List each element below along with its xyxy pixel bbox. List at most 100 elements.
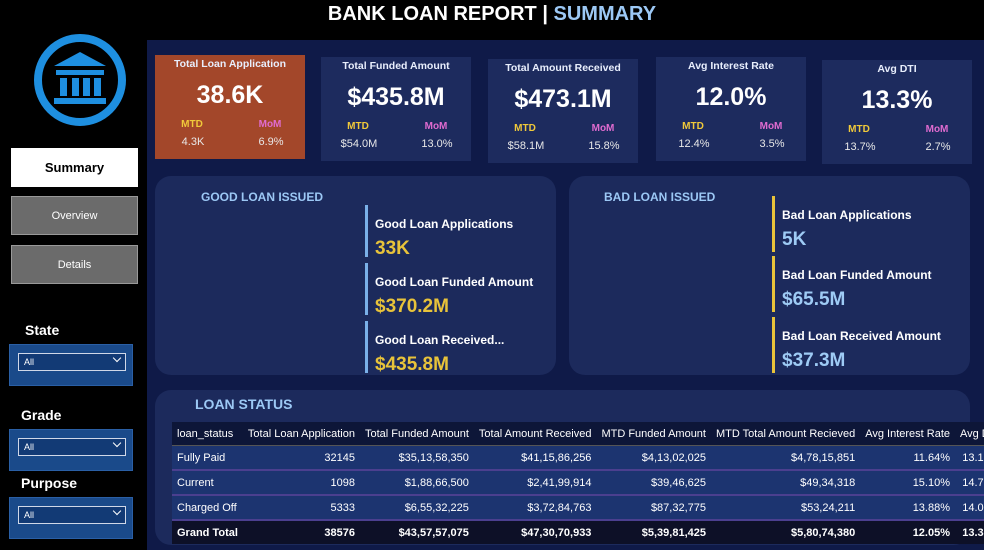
logo-bank xyxy=(54,52,106,104)
table-cell: $1,88,66,500 xyxy=(359,470,474,496)
metric-value: $37.3M xyxy=(782,350,846,371)
loan-status-panel: LOAN STATUS loan_status Total Loan Applica… xyxy=(155,390,984,545)
header: BANK LOAN REPORT | SUMMARY xyxy=(0,3,984,26)
metric-bar xyxy=(365,321,368,373)
metric-value: $435.8M xyxy=(375,354,449,375)
table-cell: $87,32,775 xyxy=(596,495,711,521)
table-cell: $41,15,86,256 xyxy=(473,445,597,471)
kpi-value: 38.6K xyxy=(196,81,264,109)
panel-title: LOAN STATUS xyxy=(195,396,293,412)
table-cell: 32145 xyxy=(242,445,360,471)
table-cell: $47,30,70,933 xyxy=(473,520,597,544)
metric-bar xyxy=(365,263,368,315)
mom-label: MoM xyxy=(591,123,615,134)
column-header: MTD Funded Amount xyxy=(596,422,711,446)
metric-value: $370.2M xyxy=(375,296,449,317)
mom-value: 15.8% xyxy=(588,140,620,152)
filter-label: Purpose xyxy=(21,475,78,491)
metric-label: Good Loan Applications xyxy=(375,217,514,231)
table-cell: $6,55,32,225 xyxy=(359,495,474,521)
mom-value: 2.7% xyxy=(925,141,951,153)
table-cell: $2,41,99,914 xyxy=(473,470,597,496)
metric-value: $65.5M xyxy=(782,289,846,310)
metric-label: Good Loan Funded Amount xyxy=(375,275,534,289)
table-cell: 38576 xyxy=(242,520,360,544)
table-cell: 14.00% xyxy=(955,495,984,521)
filter-box: All xyxy=(9,497,133,539)
kpi-title: Avg DTI xyxy=(877,63,917,75)
column-header: Total Amount Received xyxy=(473,422,597,446)
column-header: Total Loan Application xyxy=(242,422,360,446)
table-cell: 13.88% xyxy=(860,495,955,521)
column-header: Avg Interest Rate xyxy=(860,422,955,446)
nav-button[interactable]: Details xyxy=(11,245,138,284)
metric-value: 33K xyxy=(375,238,410,259)
metric-bar xyxy=(772,256,775,312)
kpi-card: Avg Interest Rate 12.0% MTD 12.4% MoM 3.5% xyxy=(656,57,806,161)
metric-label: Bad Loan Applications xyxy=(782,208,912,222)
table-cell: 13.17% xyxy=(955,445,984,471)
loan-panel: BAD LOAN ISSUED Bad Loan Applications 5K Ba… xyxy=(569,176,970,375)
title: BANK LOAN REPORT | xyxy=(327,3,548,25)
metric-label: Good Loan Received... xyxy=(375,333,505,347)
metric-value: 5K xyxy=(782,229,807,250)
mom-label: MoM xyxy=(258,119,282,130)
table-cell: $49,34,318 xyxy=(711,470,861,496)
kpi-card: Total Funded Amount $435.8M MTD $54.0M MoM 13… xyxy=(321,57,471,161)
dropdown[interactable]: All xyxy=(18,438,126,456)
mom-label: MoM xyxy=(424,121,448,132)
dropdown[interactable]: All xyxy=(18,506,126,524)
mtd-value: 13.7% xyxy=(844,141,876,153)
kpi-value: $435.8M xyxy=(347,83,445,111)
metric-bar xyxy=(772,196,775,252)
table-cell: 12.05% xyxy=(860,520,955,544)
filter-box: All xyxy=(9,429,133,471)
dropdown[interactable]: All xyxy=(18,353,126,371)
nav-button[interactable]: Summary xyxy=(11,148,138,187)
metric-bar xyxy=(365,205,368,257)
kpi-value: $473.1M xyxy=(514,85,612,113)
table-cell: 5333 xyxy=(242,495,360,521)
mtd-label: MTD xyxy=(682,121,704,132)
table-cell: 1098 xyxy=(242,470,360,496)
mom-value: 6.9% xyxy=(258,136,284,148)
table-cell: $4,78,15,851 xyxy=(711,445,861,471)
kpi-value: 12.0% xyxy=(695,83,767,111)
mtd-value: $54.0M xyxy=(340,138,378,150)
table-cell: $53,24,211 xyxy=(711,495,861,521)
mom-label: MoM xyxy=(925,124,949,135)
nav-button[interactable]: Overview xyxy=(11,196,138,235)
metric-label: Bad Loan Funded Amount xyxy=(782,268,932,282)
table-cell: 14.72% xyxy=(955,470,984,496)
table-cell: 13.33% xyxy=(955,520,984,544)
table-row: Charged Off 5333 $6,55,32,225 $3,72,84,763 $… xyxy=(172,495,984,521)
table-cell: Fully Paid xyxy=(172,445,243,471)
mtd-label: MTD xyxy=(181,119,203,130)
filter-box: All xyxy=(9,344,133,386)
table-row: Current 1098 $1,88,66,500 $2,41,99,914 $39,4… xyxy=(172,470,984,496)
table-cell: Grand Total xyxy=(172,520,243,544)
column-header: Avg DTI xyxy=(955,422,984,446)
mtd-value: 4.3K xyxy=(181,136,205,148)
panel-title: GOOD LOAN ISSUED xyxy=(201,190,324,204)
table-cell: 15.10% xyxy=(860,470,955,496)
logo-ring xyxy=(34,34,126,126)
table-cell: 11.64% xyxy=(860,445,955,471)
filter-label: Grade xyxy=(21,407,62,423)
loan-panel: GOOD LOAN ISSUED Good Loan Applications 33… xyxy=(155,176,556,375)
mtd-value: $58.1M xyxy=(507,140,545,152)
table-cell: $39,46,625 xyxy=(596,470,711,496)
loan-status-table: loan_status Total Loan Application Total F… xyxy=(172,422,984,544)
kpi-card: Avg DTI 13.3% MTD 13.7% MoM 2.7% xyxy=(822,60,972,164)
mom-value: 13.0% xyxy=(421,138,453,150)
table-cell: Current xyxy=(172,470,243,496)
kpi-title: Total Funded Amount xyxy=(342,60,450,72)
kpi-card: Total Loan Application 38.6K MTD 4.3K MoM 6.9… xyxy=(155,55,305,159)
mtd-label: MTD xyxy=(848,124,870,135)
subtitle: SUMMARY xyxy=(553,3,657,25)
kpi-title: Total Amount Received xyxy=(505,62,621,74)
kpi-title: Total Loan Application xyxy=(174,58,286,70)
column-header: MTD Total Amount Recieved xyxy=(711,422,861,446)
mom-value: 3.5% xyxy=(759,138,785,150)
metric-label: Bad Loan Received Amount xyxy=(782,329,941,343)
